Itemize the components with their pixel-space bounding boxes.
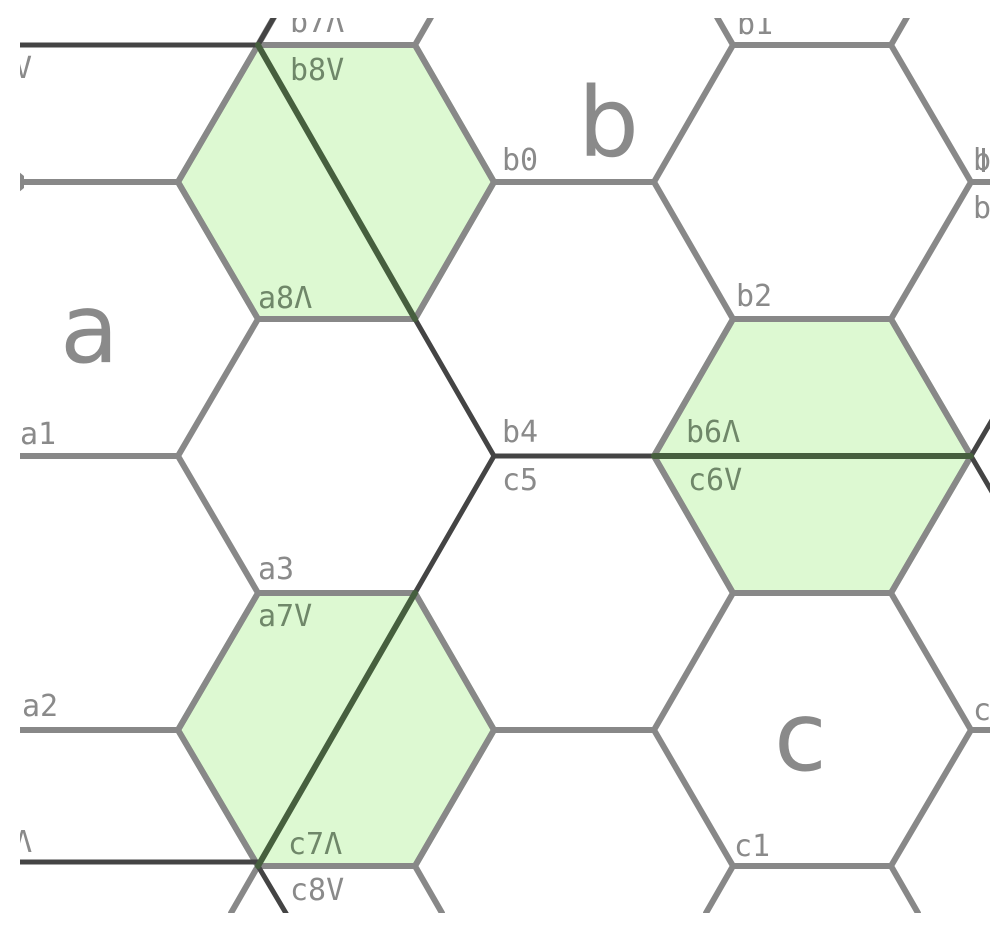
label-a2: a2: [22, 689, 58, 724]
label-a8: a8Λ: [258, 281, 312, 316]
label-a1: a1: [20, 417, 56, 452]
region-label-a: a: [60, 273, 119, 385]
label-c5: c5: [502, 463, 538, 498]
label-c7: c7Λ: [288, 827, 342, 862]
label-b0: b0: [502, 143, 538, 178]
label-a3: a3: [258, 552, 294, 587]
diagonal-top-left: [255, 42, 418, 322]
dark-edges: [20, 18, 990, 913]
left-edge-cap: [20, 172, 24, 192]
label-right-c: c: [973, 693, 991, 728]
label-c1: c1: [734, 829, 770, 864]
label-a7: a7V: [258, 599, 312, 634]
label-b4: b4: [502, 415, 538, 450]
label-b1: b1: [737, 7, 773, 42]
label-b6: b6Λ: [686, 415, 740, 450]
label-left-top: V: [14, 51, 32, 86]
right-edge-tick: [982, 148, 985, 172]
hex-edges: [20, 18, 990, 913]
highlight-diagonals: [255, 42, 974, 869]
region-label-b: b: [578, 67, 639, 179]
label-right-b-top: b: [973, 143, 991, 178]
label-c8: c8V: [290, 873, 344, 908]
region-label-c: c: [774, 681, 827, 793]
label-c6: c6V: [688, 463, 742, 498]
label-b8: b8V: [290, 53, 344, 88]
label-left-bottom: Λ: [14, 825, 32, 860]
label-right-b-bottom: b: [973, 191, 991, 226]
label-b7: b7Λ: [290, 5, 344, 40]
label-b2: b2: [736, 279, 772, 314]
diagonal-bottom-left: [255, 590, 418, 869]
